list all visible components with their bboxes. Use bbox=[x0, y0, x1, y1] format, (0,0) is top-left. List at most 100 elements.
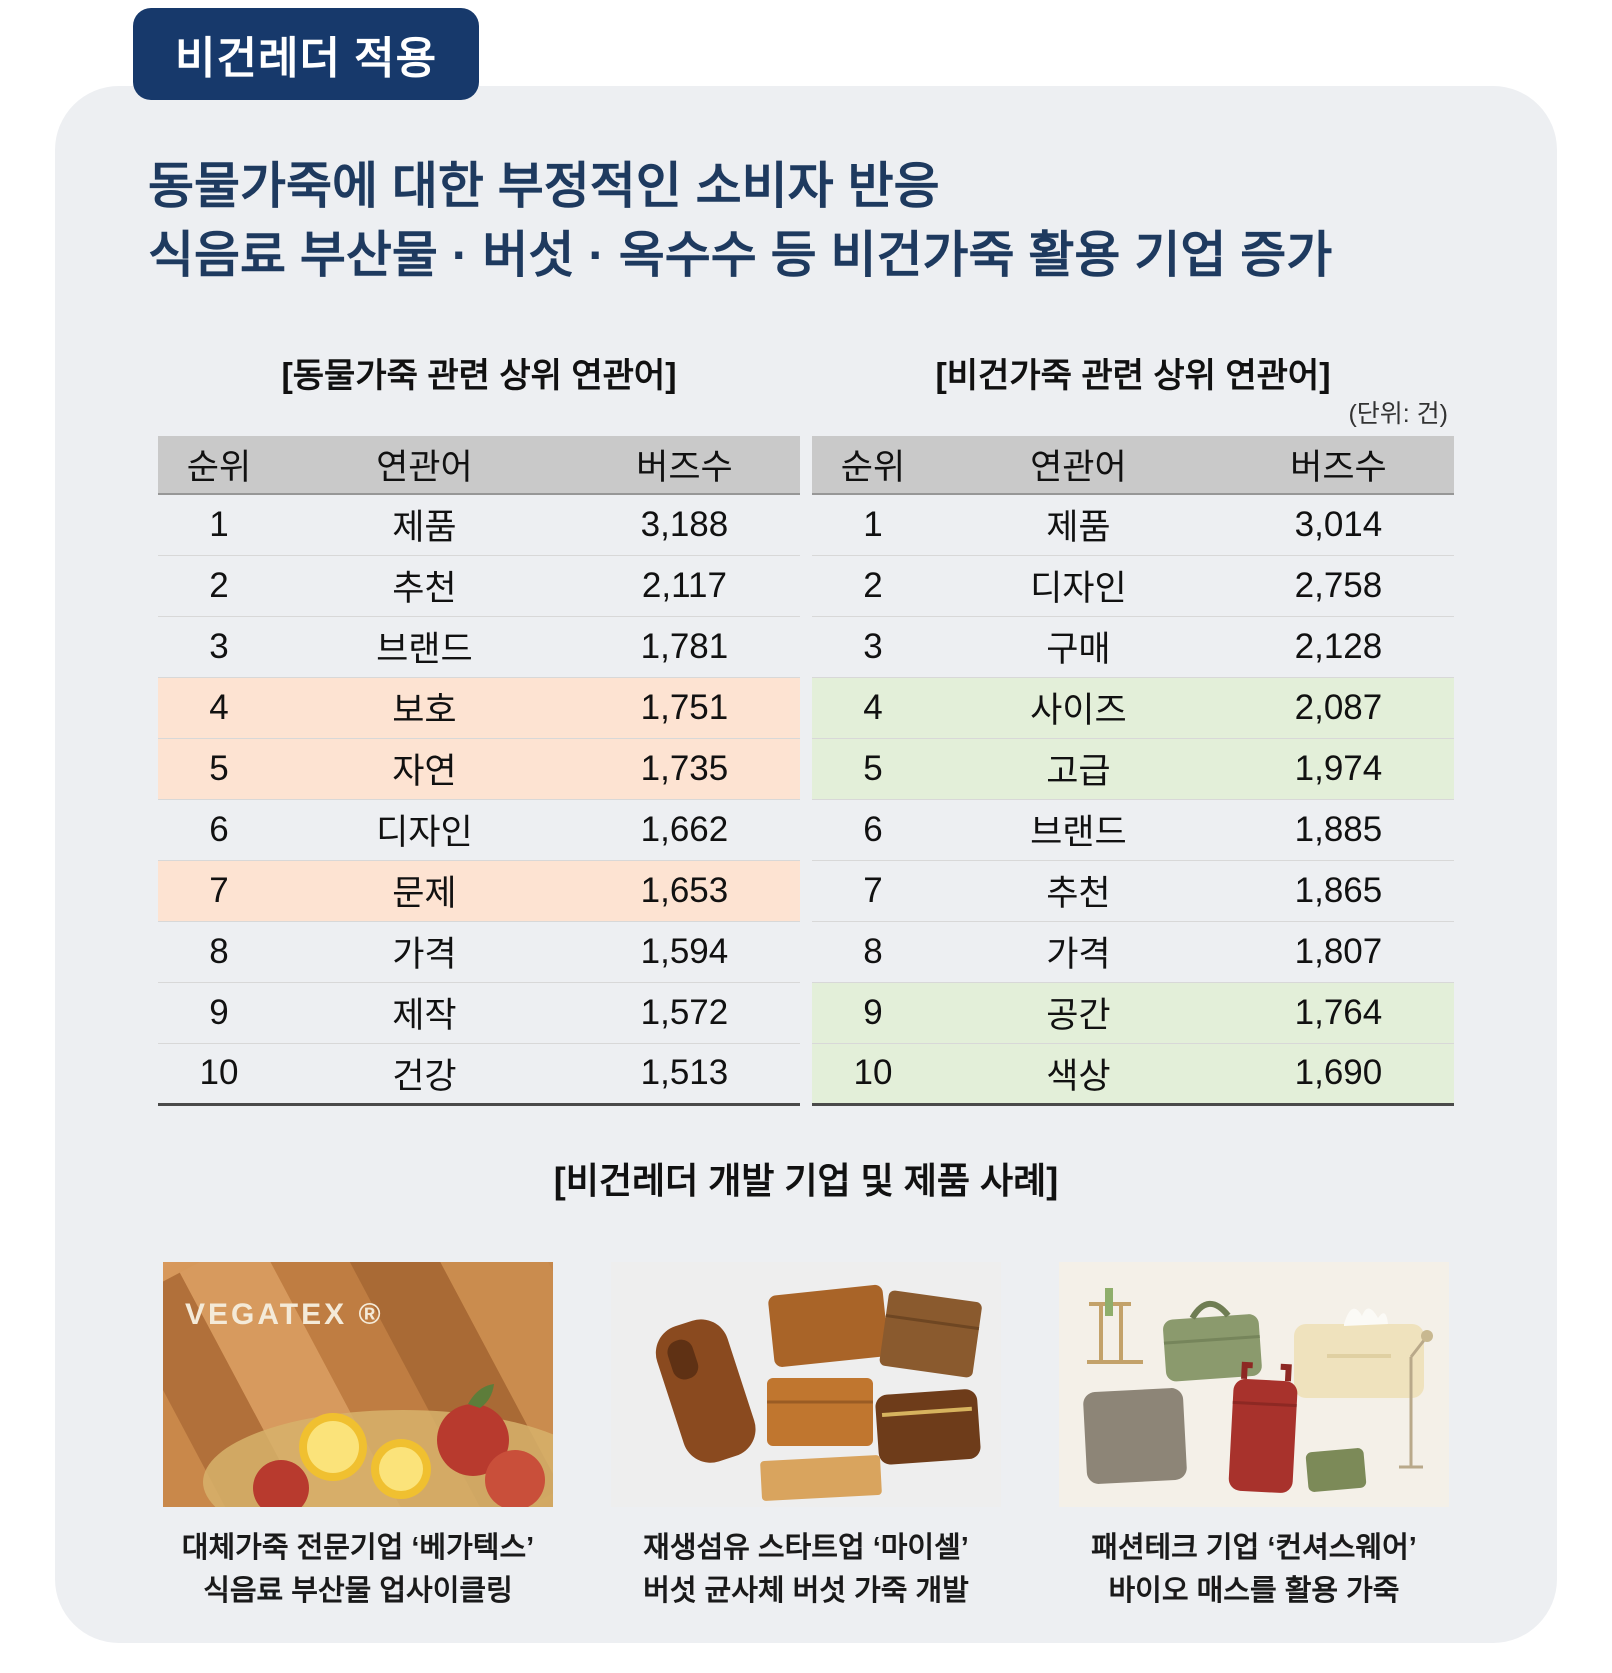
animal-leather-table: 순위 연관어 버즈수 1 제품 3,188 2 추천 2,117 3 브랜드 1,781 4 보호 1… bbox=[158, 436, 800, 1106]
cell-rank: 5 bbox=[812, 738, 934, 800]
table-row: 8 가격 1,594 bbox=[158, 921, 800, 983]
cell-buzz: 2,758 bbox=[1222, 555, 1454, 617]
cell-rank: 6 bbox=[158, 799, 280, 861]
header-buzz: 버즈수 bbox=[568, 436, 800, 495]
example-caption: 대체가죽 전문기업 ‘베가텍스’ 식음료 부산물 업사이클링 bbox=[163, 1527, 553, 1614]
cell-rank: 2 bbox=[812, 555, 934, 617]
caption-line: 바이오 매스를 활용 가죽 bbox=[1108, 1575, 1400, 1607]
mycel-product-image bbox=[611, 1261, 1001, 1507]
cell-buzz: 3,188 bbox=[568, 494, 800, 556]
consciouswear-product-image bbox=[1059, 1261, 1449, 1507]
cell-term: 디자인 bbox=[933, 555, 1223, 617]
cell-rank: 1 bbox=[158, 494, 280, 556]
cell-rank: 2 bbox=[158, 555, 280, 617]
headline-line1: 동물가죽에 대한 부정적인 소비자 반응 bbox=[148, 158, 940, 214]
cell-rank: 7 bbox=[812, 860, 934, 922]
example-caption: 패션테크 기업 ‘컨셔스웨어’ 바이오 매스를 활용 가죽 bbox=[1059, 1527, 1449, 1614]
cell-buzz: 2,117 bbox=[568, 555, 800, 617]
table-row: 9 제작 1,572 bbox=[158, 982, 800, 1044]
cell-buzz: 1,735 bbox=[568, 738, 800, 800]
vegan-leather-table: 순위 연관어 버즈수 1 제품 3,014 2 디자인 2,758 3 구매 2,128 4 사이즈… bbox=[812, 436, 1454, 1106]
cell-rank: 8 bbox=[812, 921, 934, 983]
header-rank: 순위 bbox=[158, 436, 280, 495]
table-row: 10 건강 1,513 bbox=[158, 1043, 800, 1106]
cell-buzz: 1,807 bbox=[1222, 921, 1454, 983]
caption-line: 재생섬유 스타트업 ‘마이셀’ bbox=[643, 1531, 969, 1564]
cell-rank: 7 bbox=[158, 860, 280, 922]
cell-rank: 3 bbox=[158, 616, 280, 678]
badge-label: 비건레더 적용 bbox=[175, 34, 438, 83]
table-row: 9 공간 1,764 bbox=[812, 982, 1454, 1044]
cell-buzz: 1,653 bbox=[568, 860, 800, 922]
vegan-table-title: [비건가죽 관련 상위 연관어] bbox=[935, 357, 1331, 395]
table-row: 8 가격 1,807 bbox=[812, 921, 1454, 983]
headline-line2: 식음료 부산물 · 버섯 · 옥수수 등 비건가죽 활용 기업 증가 bbox=[148, 227, 1333, 283]
cell-buzz: 1,690 bbox=[1222, 1043, 1454, 1106]
cell-term: 제품 bbox=[279, 494, 569, 556]
table-row: 2 디자인 2,758 bbox=[812, 555, 1454, 617]
example-cards: VEGATEX ® 대체가죽 전문기업 ‘베가텍스’ 식음료 부산물 업사이클링 bbox=[100, 1261, 1512, 1614]
cell-buzz: 2,087 bbox=[1222, 677, 1454, 739]
table-row: 4 보호 1,751 bbox=[158, 677, 800, 739]
cell-term: 추천 bbox=[279, 555, 569, 617]
cell-rank: 4 bbox=[812, 677, 934, 739]
table-row: 5 고급 1,974 bbox=[812, 738, 1454, 800]
cell-term: 브랜드 bbox=[279, 616, 569, 678]
cell-buzz: 1,865 bbox=[1222, 860, 1454, 922]
caption-line: 버섯 균사체 버섯 가죽 개발 bbox=[643, 1575, 969, 1607]
tables-row: [동물가죽 관련 상위 연관어] 순위 연관어 버즈수 1 제품 3,188 2 추천 2… bbox=[158, 348, 1454, 1106]
cell-buzz: 1,885 bbox=[1222, 799, 1454, 861]
cell-rank: 6 bbox=[812, 799, 934, 861]
table-row: 7 추천 1,865 bbox=[812, 860, 1454, 922]
table-row: 2 추천 2,117 bbox=[158, 555, 800, 617]
example-card-mycel: 재생섬유 스타트업 ‘마이셀’ 버섯 균사체 버섯 가죽 개발 bbox=[611, 1261, 1001, 1614]
cell-term: 추천 bbox=[933, 860, 1223, 922]
table-row: 4 사이즈 2,087 bbox=[812, 677, 1454, 739]
table-row: 6 디자인 1,662 bbox=[158, 799, 800, 861]
cell-buzz: 1,594 bbox=[568, 921, 800, 983]
cell-term: 사이즈 bbox=[933, 677, 1223, 739]
table-row: 5 자연 1,735 bbox=[158, 738, 800, 800]
cell-term: 제품 bbox=[933, 494, 1223, 556]
example-caption: 재생섬유 스타트업 ‘마이셀’ 버섯 균사체 버섯 가죽 개발 bbox=[611, 1527, 1001, 1614]
table-row: 10 색상 1,690 bbox=[812, 1043, 1454, 1106]
cell-term: 공간 bbox=[933, 982, 1223, 1044]
header-term: 연관어 bbox=[279, 436, 569, 495]
vegatex-product-image: VEGATEX ® bbox=[163, 1261, 553, 1507]
unit-spacer bbox=[158, 396, 800, 436]
main-panel: 동물가죽에 대한 부정적인 소비자 반응 식음료 부산물 · 버섯 · 옥수수 … bbox=[55, 86, 1557, 1643]
cell-rank: 10 bbox=[812, 1043, 934, 1106]
table-row: 7 문제 1,653 bbox=[158, 860, 800, 922]
cell-buzz: 2,128 bbox=[1222, 616, 1454, 678]
vegan-leather-table-block: [비건가죽 관련 상위 연관어] (단위: 건) 순위 연관어 버즈수 1 제품 3… bbox=[812, 348, 1454, 1106]
cell-rank: 8 bbox=[158, 921, 280, 983]
header-buzz: 버즈수 bbox=[1222, 436, 1454, 495]
cell-term: 디자인 bbox=[279, 799, 569, 861]
table-header-row: 순위 연관어 버즈수 bbox=[812, 436, 1454, 495]
cell-buzz: 1,764 bbox=[1222, 982, 1454, 1044]
cell-rank: 4 bbox=[158, 677, 280, 739]
caption-line: 식음료 부산물 업사이클링 bbox=[203, 1575, 513, 1607]
cell-rank: 10 bbox=[158, 1043, 280, 1106]
table-row: 1 제품 3,014 bbox=[812, 494, 1454, 556]
cell-rank: 5 bbox=[158, 738, 280, 800]
cell-rank: 1 bbox=[812, 494, 934, 556]
cell-rank: 3 bbox=[812, 616, 934, 678]
cell-term: 건강 bbox=[279, 1043, 569, 1106]
cell-buzz: 1,662 bbox=[568, 799, 800, 861]
table-row: 6 브랜드 1,885 bbox=[812, 799, 1454, 861]
cell-term: 브랜드 bbox=[933, 799, 1223, 861]
cell-term: 고급 bbox=[933, 738, 1223, 800]
example-card-consciouswear: 패션테크 기업 ‘컨셔스웨어’ 바이오 매스를 활용 가죽 bbox=[1059, 1261, 1449, 1614]
animal-table-title: [동물가죽 관련 상위 연관어] bbox=[281, 357, 677, 395]
cell-rank: 9 bbox=[812, 982, 934, 1044]
cell-buzz: 1,513 bbox=[568, 1043, 800, 1106]
cell-term: 제작 bbox=[279, 982, 569, 1044]
cell-term: 색상 bbox=[933, 1043, 1223, 1106]
caption-line: 대체가죽 전문기업 ‘베가텍스’ bbox=[181, 1531, 535, 1564]
examples-section: [비건레더 개발 기업 및 제품 사례] bbox=[100, 1152, 1512, 1614]
cell-buzz: 1,572 bbox=[568, 982, 800, 1044]
table-row: 3 브랜드 1,781 bbox=[158, 616, 800, 678]
vegatex-logo: VEGATEX ® bbox=[185, 1298, 384, 1331]
animal-leather-table-block: [동물가죽 관련 상위 연관어] 순위 연관어 버즈수 1 제품 3,188 2 추천 2… bbox=[158, 348, 800, 1106]
